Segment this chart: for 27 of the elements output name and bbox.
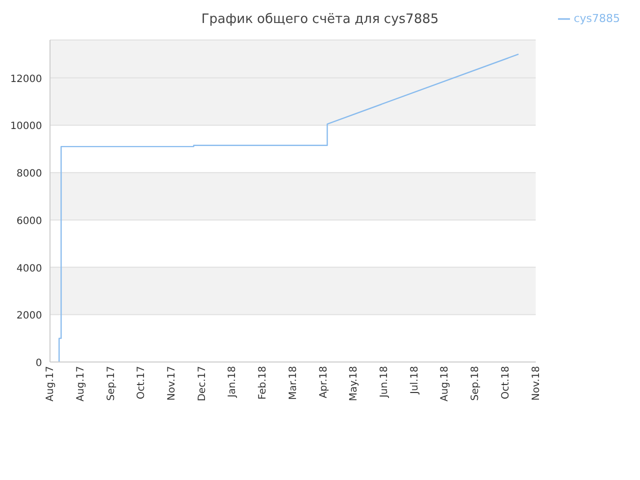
x-tick-label: Jun.18 xyxy=(379,366,390,399)
x-tick-label: Nov.18 xyxy=(530,366,542,401)
x-tick-label: Mar.18 xyxy=(288,366,299,400)
x-tick-label: Aug.17 xyxy=(75,366,86,402)
x-tick-label: Sep.18 xyxy=(470,366,482,401)
x-tick-label: Dec.17 xyxy=(196,366,208,402)
chart-title: График общего счёта для cys7885 xyxy=(201,12,439,27)
x-tick-label: Jan.18 xyxy=(227,366,238,398)
y-tick-label: 6000 xyxy=(16,216,42,227)
y-tick-label: 8000 xyxy=(16,168,42,180)
x-tick-label: Aug.18 xyxy=(440,366,451,402)
y-tick-label: 2000 xyxy=(16,310,42,322)
x-tick-label: Oct.18 xyxy=(500,366,512,400)
x-tick-label: Nov.17 xyxy=(166,366,178,401)
x-tick-label: Jul.18 xyxy=(409,366,420,395)
line-series xyxy=(58,54,520,362)
legend-label: cys7885 xyxy=(574,12,620,25)
y-tick-label: 12000 xyxy=(10,74,42,85)
x-tick-label: Aug.17 xyxy=(45,366,56,402)
x-tick-label: Feb.18 xyxy=(258,366,269,400)
y-tick-label: 10000 xyxy=(10,121,42,132)
y-tick-label: 0 xyxy=(36,358,42,369)
y-tick-label: 4000 xyxy=(16,263,42,274)
x-tick-label: May.18 xyxy=(348,366,360,402)
x-tick-label: Apr.18 xyxy=(318,366,330,398)
x-tick-label: Oct.17 xyxy=(136,366,148,400)
x-tick-label: Sep.17 xyxy=(106,366,117,401)
